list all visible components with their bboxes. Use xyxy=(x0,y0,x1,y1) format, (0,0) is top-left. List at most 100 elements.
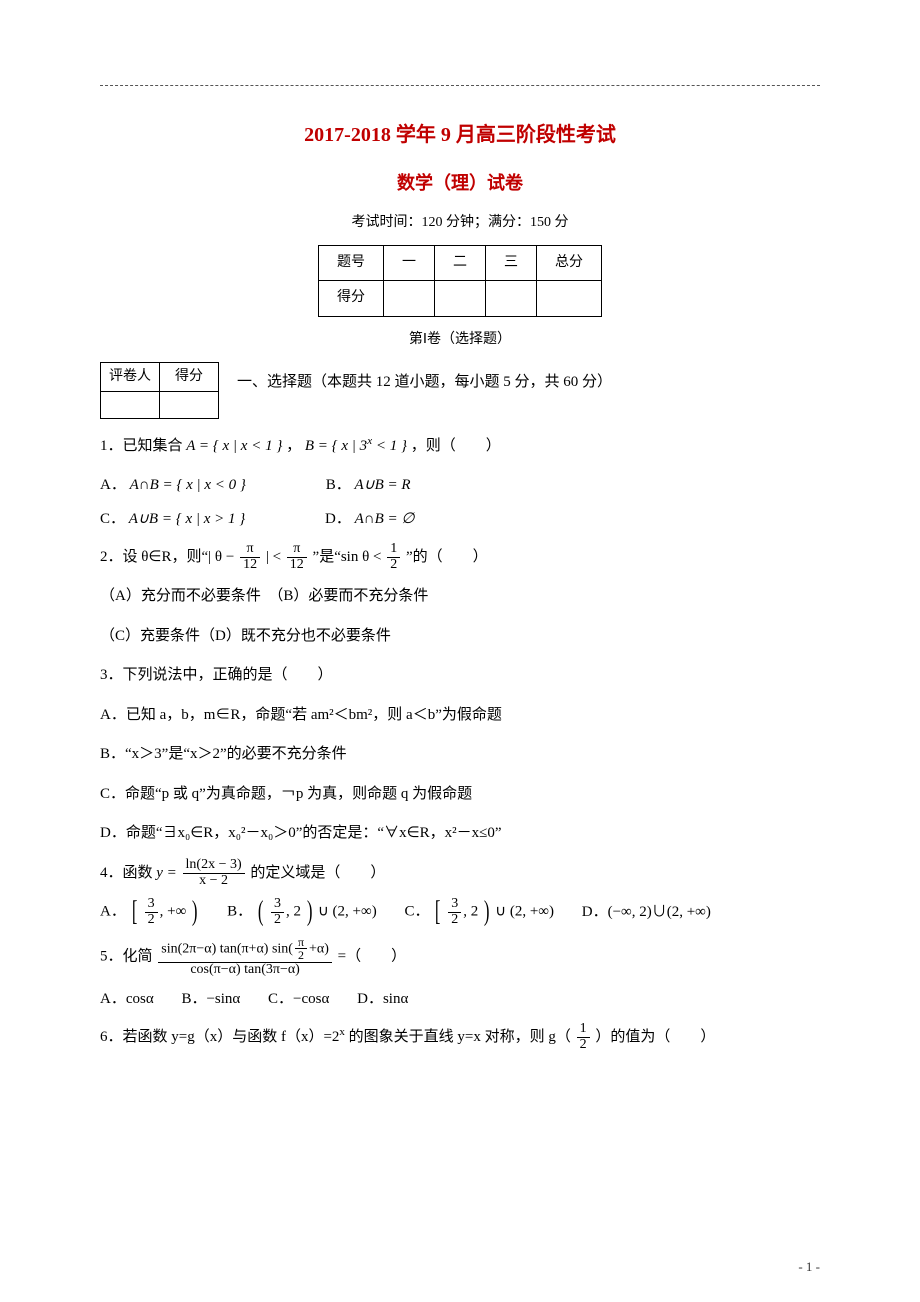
q6-stem-b: 的图象关于直线 y=x 对称，则 g（ xyxy=(349,1029,571,1045)
label: B． xyxy=(326,477,351,493)
q5-bigfrac: sin(2π−α) tan(π+α) sin(π2+α) cos(π−α) ta… xyxy=(156,936,334,978)
num: 3 xyxy=(448,897,461,913)
top-rule xyxy=(100,85,820,86)
question-1: 1．已知集合 A = { x | x < 1 } ， B = { x | 3x … xyxy=(100,431,820,463)
question-5: 5．化简 sin(2π−α) tan(π+α) sin(π2+α) cos(π−… xyxy=(100,936,820,978)
opt-D: D． A∩B = ∅ xyxy=(325,505,414,534)
den: cos(π−α) tan(3π−α) xyxy=(158,963,332,978)
q1-tail: ，则（ ） xyxy=(411,438,501,454)
den: 2 xyxy=(271,913,284,928)
q3-A: A．已知 a，b，m∈R，命题“若 am²＜bm²，则 a＜b”为假命题 xyxy=(100,700,820,732)
cell xyxy=(384,281,435,317)
cell: 题号 xyxy=(319,245,384,281)
den: 2 xyxy=(387,558,400,573)
rparen-icon: ) xyxy=(307,898,313,926)
title-sub: 数学（理）试卷 xyxy=(100,166,820,200)
expr: A∩B = ∅ xyxy=(355,511,415,527)
question-2: 2．设 θ∈R，则“| θ − π 12 | < π 12 ”是“sin θ <… xyxy=(100,542,820,574)
num: π xyxy=(295,936,307,950)
num: 1 xyxy=(577,1022,590,1038)
den: x − 2 xyxy=(183,874,245,889)
cell: 二 xyxy=(435,245,486,281)
text: sin(2π−α) tan(π+α) sin( xyxy=(161,941,293,956)
q5-opts: A．cosα B．−sinα C．−cosα D．sinα xyxy=(100,985,820,1014)
den: 2 xyxy=(577,1038,590,1053)
inner-frac: π2 xyxy=(293,936,309,962)
q4-stem-a: 4．函数 xyxy=(100,865,156,881)
opt-C: C． [ 3 2 , 2 ) ∪ (2, +∞) xyxy=(404,897,554,927)
den: 2 xyxy=(145,913,158,928)
q3-B: B．“x＞3”是“x＞2”的必要不充分条件 xyxy=(100,739,820,771)
table-row: 评卷人 得分 xyxy=(101,362,219,392)
num: 3 xyxy=(271,897,284,913)
tail: , 2 xyxy=(286,904,301,920)
q1-opts-row2: C． A∪B = { x | x > 1 } D． A∩B = ∅ xyxy=(100,505,820,534)
tail: , 2 xyxy=(463,904,478,920)
q4-stem-b: 的定义域是（ ） xyxy=(250,865,385,881)
cell xyxy=(537,281,602,317)
question-6: 6．若函数 y=g（x）与函数 f（x）=2x 的图象关于直线 y=x 对称，则… xyxy=(100,1022,820,1054)
q1-setA: A = { x | x < 1 } xyxy=(186,438,282,454)
num: 3 xyxy=(145,897,158,913)
section-desc: 一、选择题（本题共 12 道小题，每小题 5 分，共 60 分） xyxy=(237,362,612,397)
grader-row: 评卷人 得分 一、选择题（本题共 12 道小题，每小题 5 分，共 60 分） xyxy=(100,362,820,420)
cell xyxy=(435,281,486,317)
title-main: 2017-2018 学年 9 月高三阶段性考试 xyxy=(100,116,820,154)
q2-stem-a: 2．设 θ∈R，则“| θ − xyxy=(100,549,238,565)
table-row: 得分 xyxy=(319,281,602,317)
opt-D: D．sinα xyxy=(357,985,408,1014)
score-table: 题号 一 二 三 总分 得分 xyxy=(318,245,602,317)
opt-A: A．cosα xyxy=(100,985,154,1014)
q3-C: C．命题“p 或 q”为真命题，￢p 为真，则命题 q 为假命题 xyxy=(100,779,820,811)
num: π xyxy=(287,542,307,558)
opt-B: B． ( 3 2 , 2 ) ∪ (2, +∞) xyxy=(227,897,377,927)
text: B = { x | 3 xyxy=(305,438,367,454)
tail2: ”的（ ） xyxy=(406,549,488,565)
frac-pi12-a: π 12 xyxy=(238,542,262,572)
den: 2 xyxy=(295,949,307,962)
expr: A∪B = R xyxy=(354,477,410,493)
table-row xyxy=(101,392,219,419)
q4-opts: A． [ 3 2 , +∞ ) B． ( 3 2 , 2 ) ∪ (2, +∞)… xyxy=(100,897,820,927)
cell: 得分 xyxy=(319,281,384,317)
opt-A: A． A∩B = { x | x < 0 } xyxy=(100,471,246,500)
text: +α) xyxy=(309,941,329,956)
den: 12 xyxy=(240,558,260,573)
frac-pi12-b: π 12 xyxy=(285,542,309,572)
label: B． xyxy=(227,904,252,920)
opt-D: D．(−∞, 2)∪(2, +∞) xyxy=(582,898,711,927)
expr: A∪B = { x | x > 1 } xyxy=(129,511,245,527)
q2-line3: （C）充要条件（D）既不充分也不必要条件 xyxy=(100,621,820,653)
cell: 三 xyxy=(486,245,537,281)
q5-tail: =（ ） xyxy=(338,948,406,964)
rparen-icon: ) xyxy=(192,898,198,926)
cell xyxy=(486,281,537,317)
frac-half: 1 2 xyxy=(385,542,402,572)
comma: ， xyxy=(286,438,301,454)
q4-frac: ln(2x − 3) x − 2 xyxy=(181,858,247,888)
cell xyxy=(101,392,160,419)
text: < 1 } xyxy=(372,438,407,454)
tail: , +∞ xyxy=(160,904,187,920)
opt-B: B． A∪B = R xyxy=(326,471,411,500)
cell xyxy=(160,392,219,419)
num: π xyxy=(240,542,260,558)
opt-A: A． [ 3 2 , +∞ ) xyxy=(100,897,199,927)
y-eq: y = xyxy=(156,865,180,881)
question-3: 3．下列说法中，正确的是（ ） xyxy=(100,660,820,692)
q1-setB: B = { x | 3x < 1 } xyxy=(305,438,411,454)
label: A． xyxy=(100,477,126,493)
den: 12 xyxy=(287,558,307,573)
exp: x xyxy=(339,1026,345,1038)
cell: 总分 xyxy=(537,245,602,281)
label: D． xyxy=(325,511,351,527)
num: sin(2π−α) tan(π+α) sin(π2+α) xyxy=(158,936,332,963)
den: 2 xyxy=(448,913,461,928)
page: 2017-2018 学年 9 月高三阶段性考试 数学（理）试卷 考试时间：120… xyxy=(0,0,920,1300)
opt-C: C． A∪B = { x | x > 1 } xyxy=(100,505,245,534)
label: C． xyxy=(404,904,429,920)
label: A． xyxy=(100,904,126,920)
rparen-icon: ) xyxy=(484,898,490,926)
lbracket-icon: [ xyxy=(435,898,441,926)
lparen-icon: ( xyxy=(258,898,264,926)
